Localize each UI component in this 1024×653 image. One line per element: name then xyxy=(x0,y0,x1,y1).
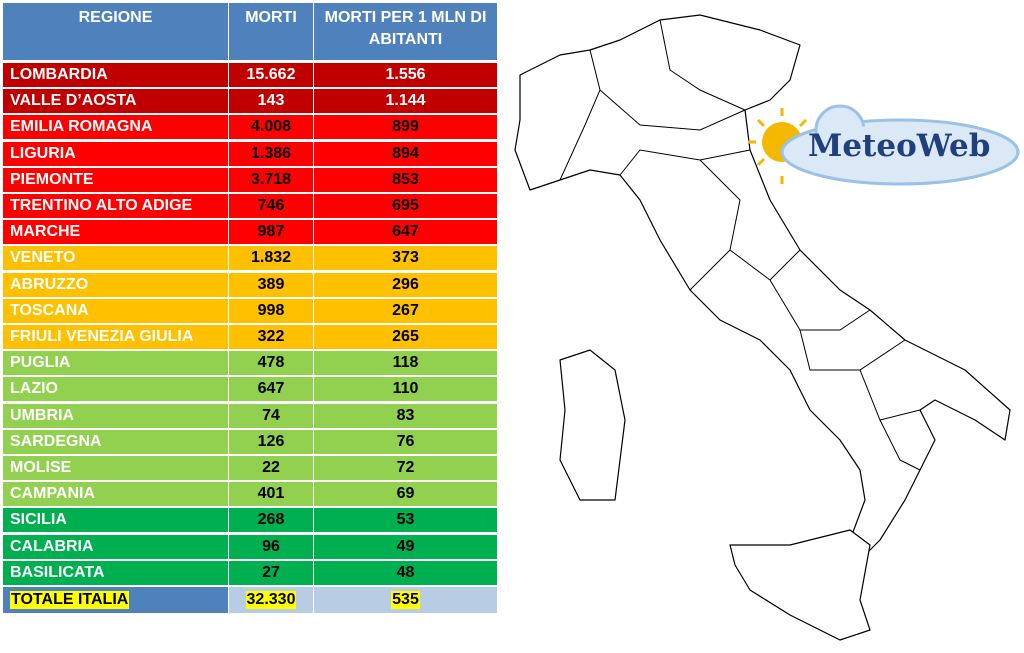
value-cell: 69 xyxy=(314,482,497,507)
value-cell: 3.718 xyxy=(229,167,313,192)
border xyxy=(879,419,921,471)
value-cell: 267 xyxy=(314,298,497,323)
value-cell: 1.144 xyxy=(314,89,497,114)
value-cell: 27 xyxy=(229,560,313,585)
header-cell: MORTI xyxy=(229,3,313,60)
region-cell: CALABRIA xyxy=(3,534,228,559)
region-cell: SICILIA xyxy=(3,508,228,533)
region-cell: EMILIA ROMAGNA xyxy=(3,115,228,140)
value-cell: 853 xyxy=(314,167,497,192)
sicily xyxy=(729,529,871,641)
region-cell: MOLISE xyxy=(3,456,228,480)
region-cell: PIEMONTE xyxy=(3,167,228,192)
total-cell: 32.330 xyxy=(229,587,313,613)
region-cell: ABRUZZO xyxy=(3,272,228,297)
value-cell: 401 xyxy=(229,482,313,507)
border xyxy=(689,249,731,291)
border xyxy=(559,49,601,181)
region-cell: PUGLIA xyxy=(3,351,228,376)
value-cell: 96 xyxy=(229,534,313,559)
border xyxy=(769,279,871,331)
value-cell: 296 xyxy=(314,272,497,297)
value-cell: 76 xyxy=(314,429,497,454)
region-cell: MARCHE xyxy=(3,220,228,245)
value-cell: 894 xyxy=(314,141,497,166)
value-cell: 53 xyxy=(314,508,497,533)
region-cell: FRIULI VENEZIA GIULIA xyxy=(3,325,228,349)
value-cell: 998 xyxy=(229,298,313,323)
value-cell: 15.662 xyxy=(229,63,313,87)
border xyxy=(659,19,746,111)
region-cell: TOSCANA xyxy=(3,298,228,323)
value-cell: 647 xyxy=(314,220,497,245)
header-cell: REGIONE xyxy=(3,3,228,60)
region-cell: CAMPANIA xyxy=(3,482,228,507)
region-cell: LIGURIA xyxy=(3,141,228,166)
sardinia xyxy=(559,349,626,501)
region-cell: SARDEGNA xyxy=(3,429,228,454)
value-cell: 478 xyxy=(229,351,313,376)
border xyxy=(619,149,751,176)
value-cell: 899 xyxy=(314,115,497,140)
total-cell: 535 xyxy=(314,587,497,613)
value-cell: 268 xyxy=(229,508,313,533)
value-cell: 265 xyxy=(314,325,497,349)
region-cell: VENETO xyxy=(3,246,228,271)
highlight: 535 xyxy=(391,591,420,609)
value-cell: 647 xyxy=(229,377,313,402)
value-cell: 72 xyxy=(314,456,497,480)
value-cell: 1.386 xyxy=(229,141,313,166)
value-cell: 695 xyxy=(314,194,497,218)
value-cell: 4.008 xyxy=(229,115,313,140)
region-cell: VALLE D’AOSTA xyxy=(3,89,228,114)
value-cell: 83 xyxy=(314,403,497,428)
highlight: TOTALE ITALIA xyxy=(10,591,130,609)
value-cell: 49 xyxy=(314,534,497,559)
logo-icon xyxy=(748,104,1020,186)
region-cell: UMBRIA xyxy=(3,403,228,428)
border xyxy=(799,329,906,371)
border xyxy=(599,89,746,131)
value-cell: 746 xyxy=(229,194,313,218)
value-cell: 389 xyxy=(229,272,313,297)
value-cell: 126 xyxy=(229,429,313,454)
value-cell: 22 xyxy=(229,456,313,480)
region-cell: BASILICATA xyxy=(3,560,228,585)
region-cell: LOMBARDIA xyxy=(3,63,228,87)
value-cell: 74 xyxy=(229,403,313,428)
value-cell: 987 xyxy=(229,220,313,245)
value-cell: 1.832 xyxy=(229,246,313,271)
value-cell: 110 xyxy=(314,377,497,402)
region-cell: TRENTINO ALTO ADIGE xyxy=(3,194,228,218)
highlight: 32.330 xyxy=(245,591,297,609)
value-cell: 322 xyxy=(229,325,313,349)
value-cell: 118 xyxy=(314,351,497,376)
header-cell: MORTI PER 1 MLN DI ABITANTI xyxy=(314,3,497,60)
value-cell: 373 xyxy=(314,246,497,271)
value-cell: 143 xyxy=(229,89,313,114)
region-cell: LAZIO xyxy=(3,377,228,402)
value-cell: 48 xyxy=(314,560,497,585)
total-cell: TOTALE ITALIA xyxy=(3,587,228,613)
logo: MeteoWeb xyxy=(808,128,991,164)
value-cell: 1.556 xyxy=(314,63,497,87)
